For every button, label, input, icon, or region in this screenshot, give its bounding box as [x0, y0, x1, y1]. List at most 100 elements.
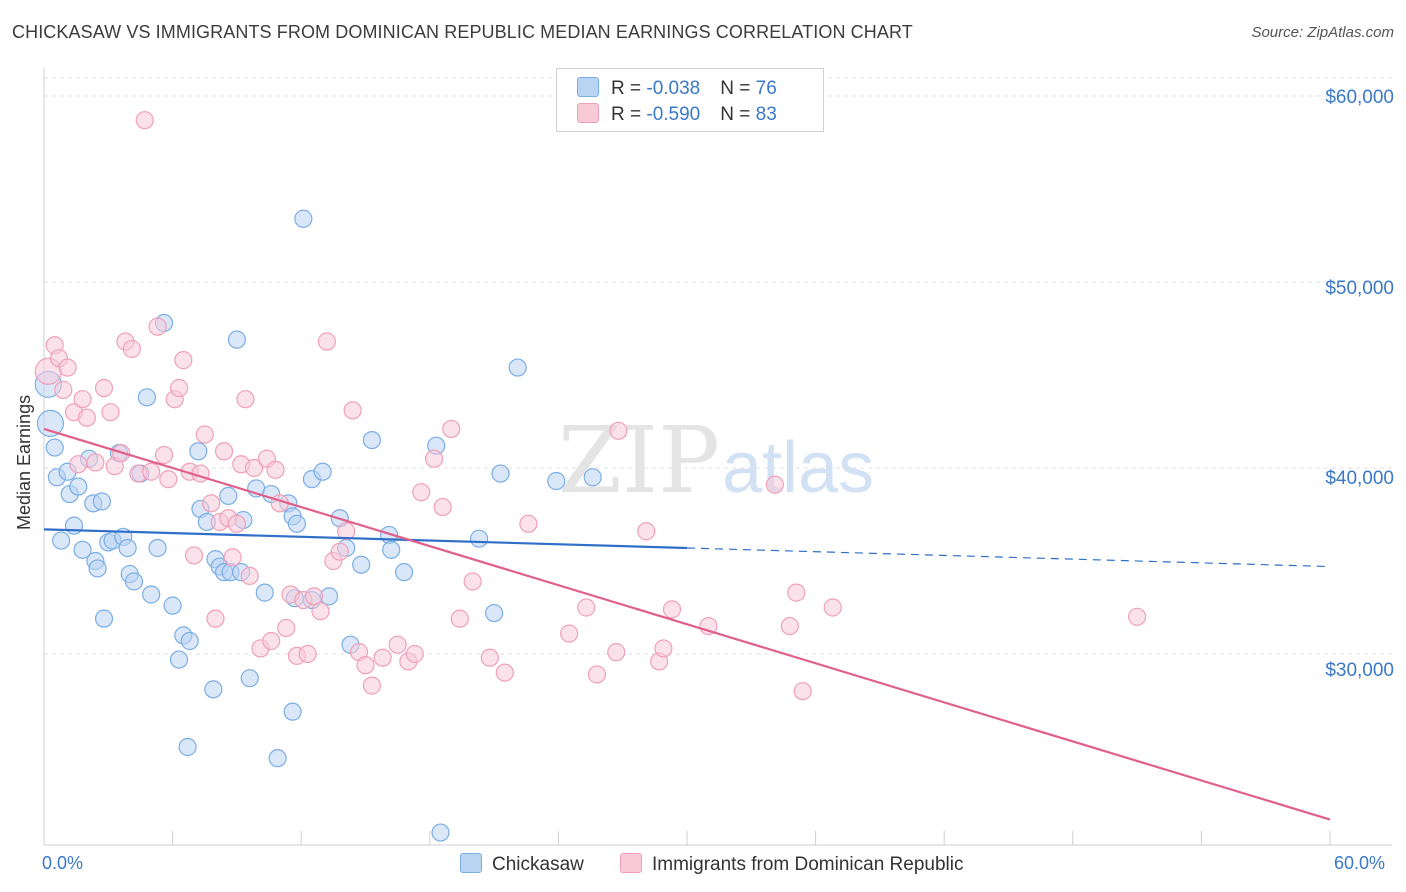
- dominican-point: [405, 644, 424, 664]
- chickasaw-point: [137, 388, 156, 407]
- dominican-point: [206, 609, 225, 628]
- dominican-point: [433, 497, 452, 517]
- y-tick-label-60000: $60,000: [1325, 87, 1394, 108]
- chickasaw-point: [508, 358, 527, 377]
- chickasaw-point: [94, 609, 114, 628]
- watermark: ZIP: [558, 407, 720, 514]
- dominican-point: [101, 403, 120, 422]
- chickasaw-point: [283, 702, 302, 721]
- chickasaw-point: [142, 585, 161, 604]
- legend-r-value: -0.038: [646, 78, 701, 99]
- chart-source: Source: ZipAtlas.com: [1251, 24, 1394, 41]
- dominican-point: [793, 682, 812, 701]
- dominican-point: [450, 609, 469, 628]
- series-legend: Chickasaw Immigrants from Dominican Repu…: [0, 853, 1406, 877]
- dominican-point: [424, 449, 444, 468]
- dominican-point: [262, 631, 281, 651]
- dominican-point: [236, 390, 255, 409]
- legend-swatch-blue: [577, 77, 599, 97]
- chickasaw-point: [73, 540, 92, 559]
- dominican-point: [765, 475, 784, 494]
- dominican-point: [73, 390, 92, 409]
- y-axis-label: Median Earnings: [14, 394, 34, 530]
- chickasaw-point: [362, 431, 382, 450]
- legend-n-value: 76: [755, 78, 777, 99]
- correlation-legend: R = -0.038 N = 76 R = -0.590 N = 83: [556, 68, 824, 132]
- dominican-point: [343, 401, 362, 420]
- y-tick-label-30000: $30,000: [1325, 660, 1394, 681]
- chickasaw-point: [189, 442, 208, 461]
- dominican-point: [463, 572, 482, 591]
- trend-line-chickasaw-extension: [686, 547, 1331, 568]
- dominican-point: [388, 635, 407, 654]
- dominican-point: [823, 598, 842, 617]
- dominican-point: [240, 566, 259, 585]
- chickasaw-point: [469, 529, 489, 548]
- chickasaw-point: [178, 737, 197, 757]
- dominican-point: [244, 458, 264, 478]
- chickasaw-point: [431, 823, 450, 842]
- legend-item-chickasaw: Chickasaw: [460, 853, 584, 876]
- dominican-point: [519, 514, 538, 533]
- chickasaw-point: [148, 538, 167, 558]
- chickasaw-point: [382, 540, 401, 559]
- dominican-point: [195, 425, 214, 444]
- dominican-point: [169, 378, 189, 398]
- legend-row-dominican: R = -0.590 N = 83: [577, 103, 777, 125]
- legend-n-label: N =: [720, 104, 756, 125]
- legend-r-value: -0.590: [646, 104, 701, 125]
- dominican-point: [442, 419, 461, 439]
- dominican-point: [587, 665, 607, 684]
- dominican-point: [654, 639, 673, 658]
- chickasaw-point: [180, 631, 199, 651]
- chickasaw-point: [52, 531, 71, 550]
- x-tick-label-max: 60.0%: [1334, 853, 1386, 873]
- chickasaw-point: [491, 464, 510, 483]
- trend-line-dominican: [43, 427, 1331, 821]
- axes: [43, 68, 1392, 846]
- series-chickasaw: [34, 209, 602, 842]
- dominican-point: [135, 111, 154, 130]
- chickasaw-point: [352, 555, 371, 574]
- dominican-point: [223, 548, 242, 567]
- dominican-point: [337, 522, 356, 541]
- chickasaw-point: [583, 468, 602, 487]
- dominican-point: [317, 332, 337, 351]
- legend-row-chickasaw: R = -0.038 N = 76: [577, 77, 777, 99]
- dominican-point: [184, 546, 204, 565]
- trend-lines: [43, 427, 1331, 821]
- dominican-point: [94, 378, 114, 398]
- dominican-point: [202, 494, 221, 513]
- dominican-point: [787, 583, 806, 602]
- dominican-point: [560, 624, 579, 643]
- dominican-point: [495, 663, 514, 682]
- dominican-point: [148, 317, 167, 336]
- chickasaw-point: [45, 438, 64, 457]
- dominican-point: [277, 618, 296, 638]
- watermark-atlas: atlas: [722, 428, 874, 508]
- chickasaw-point: [88, 559, 107, 578]
- chickasaw-point: [204, 680, 223, 699]
- chickasaw-point: [255, 583, 274, 602]
- dominican-point: [227, 514, 246, 533]
- chickasaw-point: [118, 538, 137, 558]
- dominican-point: [330, 542, 349, 561]
- chickasaw-point: [294, 209, 313, 228]
- dominican-point: [311, 602, 330, 621]
- chickasaw-point: [485, 603, 504, 623]
- chickasaw-point: [313, 462, 332, 481]
- dominican-point: [122, 339, 141, 359]
- dominican-point: [266, 460, 285, 479]
- dominican-point: [607, 643, 626, 662]
- dominican-point: [780, 616, 799, 636]
- dominican-point: [142, 462, 161, 481]
- dominican-point: [77, 408, 96, 427]
- x-tick-label-min: 0.0%: [42, 853, 84, 873]
- dominican-point: [154, 445, 174, 465]
- chickasaw-point: [124, 572, 144, 591]
- legend-swatch-pink: [577, 103, 599, 123]
- legend-label-dominican: Immigrants from Dominican Republic: [652, 854, 964, 875]
- legend-r-label: R =: [611, 104, 647, 125]
- dominican-point: [86, 453, 105, 472]
